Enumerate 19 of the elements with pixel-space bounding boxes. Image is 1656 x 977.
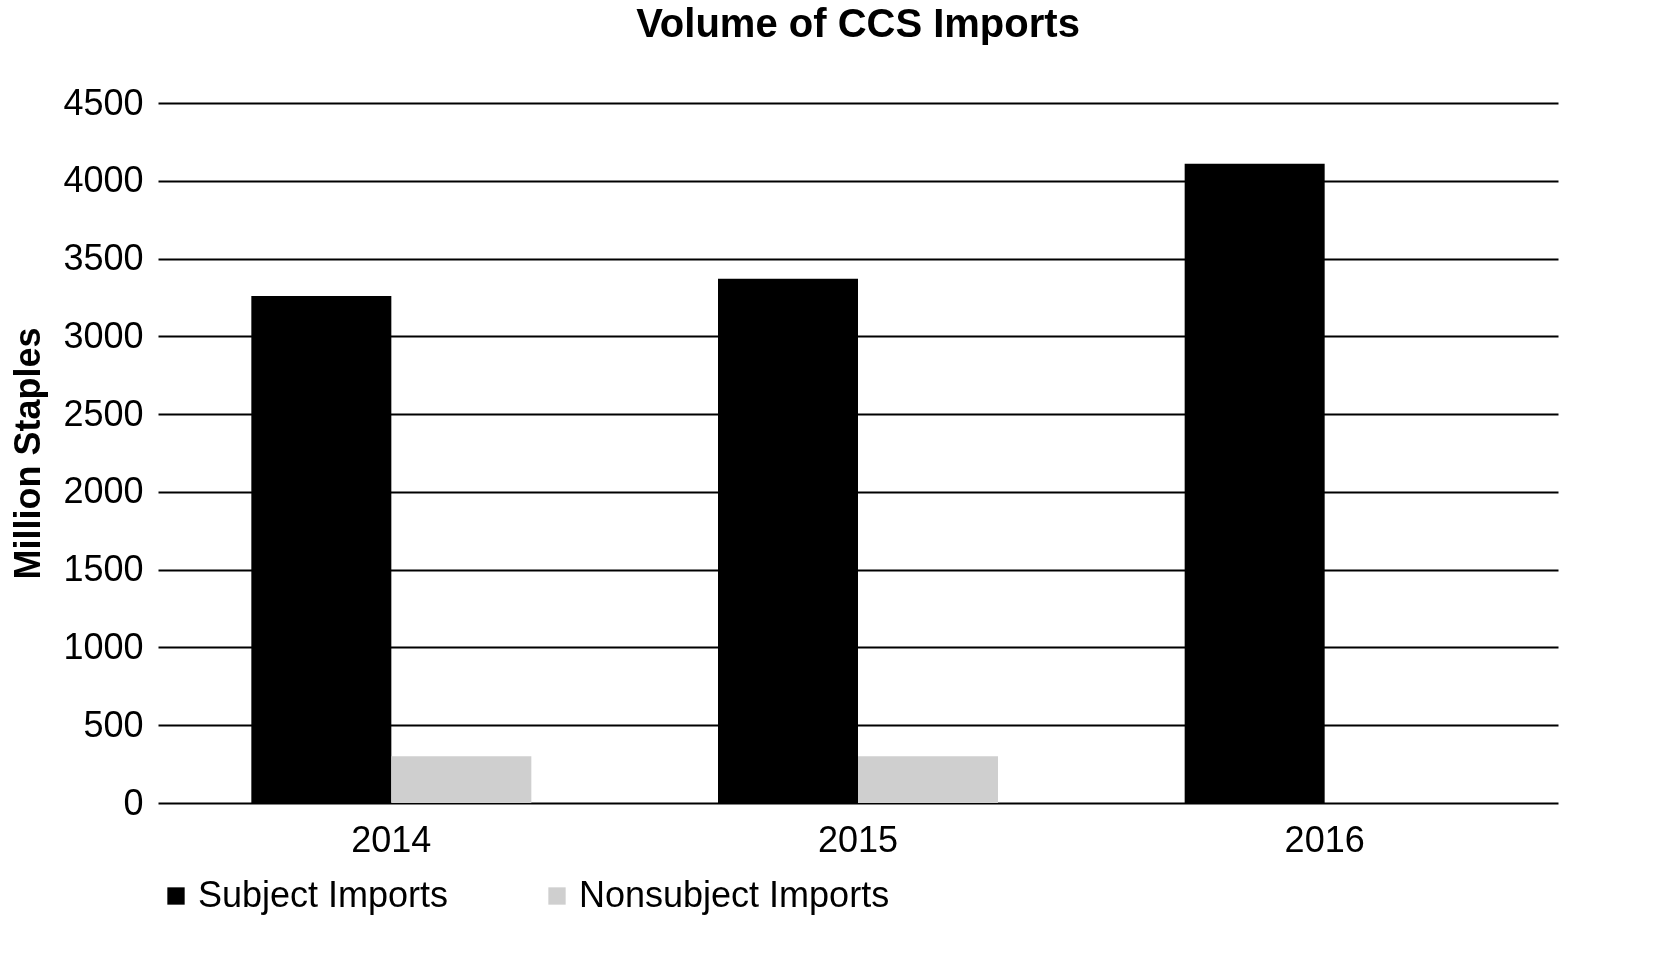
y-tick-label: 1500 xyxy=(63,548,144,590)
y-tick-label: 500 xyxy=(83,703,144,745)
legend-label: Nonsubject Imports xyxy=(579,874,890,915)
y-tick-label: 1000 xyxy=(63,625,144,667)
y-tick-label: 3000 xyxy=(63,314,144,356)
x-tick-label: 2016 xyxy=(1284,818,1365,860)
bar xyxy=(858,756,998,803)
x-tick-label: 2014 xyxy=(351,818,432,860)
y-tick-label: 2000 xyxy=(63,470,144,512)
y-tick-label: 4000 xyxy=(63,159,144,201)
y-tick-label: 2500 xyxy=(63,392,144,434)
y-axis-title: Million Staples xyxy=(7,327,49,580)
y-tick-label: 0 xyxy=(123,781,144,823)
chart-title: Volume of CCS Imports xyxy=(636,1,1080,45)
bar xyxy=(391,756,532,803)
x-tick-label: 2015 xyxy=(817,818,899,860)
y-tick-label: 3500 xyxy=(63,237,144,279)
legend-label: Subject Imports xyxy=(198,874,449,915)
y-tick-label: 4500 xyxy=(63,81,144,123)
